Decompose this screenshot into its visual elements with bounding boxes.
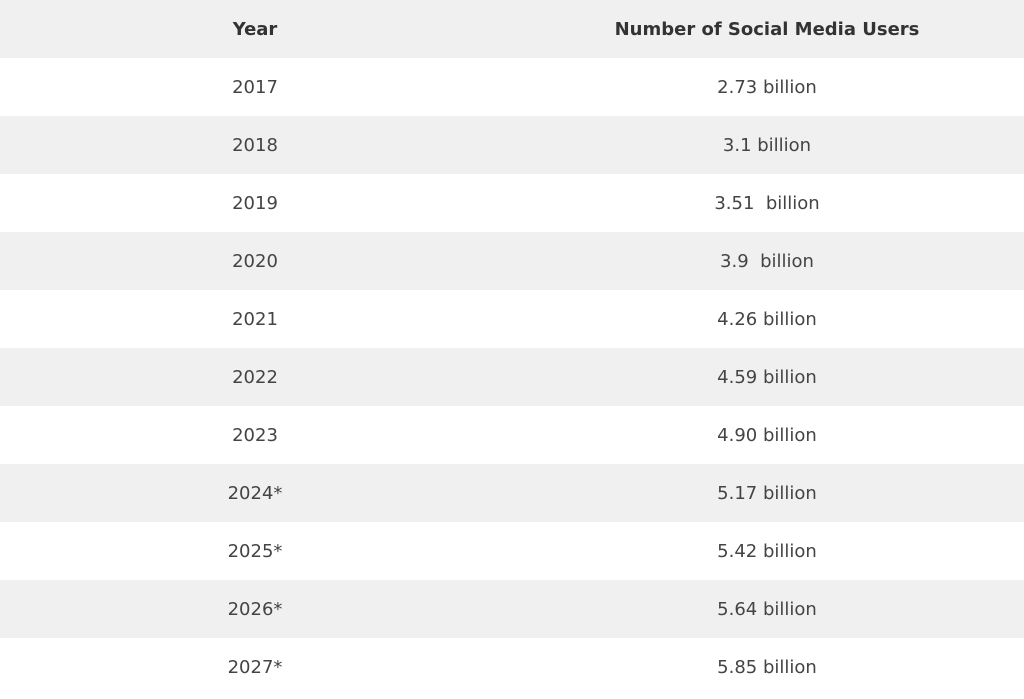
year-cell: 2024* (0, 464, 510, 522)
year-cell: 2026* (0, 580, 510, 638)
header-cell: Number of Social Media Users (510, 0, 1024, 58)
table-row: 2026* 5.64 billion (0, 580, 1024, 638)
table-row: 2017 2.73 billion (0, 58, 1024, 116)
table-row: 2024* 5.17 billion (0, 464, 1024, 522)
table-row: 2020 3.9 billion (0, 232, 1024, 290)
users-cell: 4.90 billion (717, 424, 817, 446)
table-row: 2023 4.90 billion (0, 406, 1024, 464)
table-row: 2019 3.51 billion (0, 174, 1024, 232)
users-cell: 5.85 billion (717, 656, 817, 678)
year-cell: 2018 (0, 116, 510, 174)
year-cell: 2017 (232, 76, 278, 98)
table-row: 2018 3.1 billion (0, 116, 1024, 174)
header-cell: Year (0, 0, 510, 58)
table-body: 2017 2.73 billion 2018 3.1 billion 2019 3.51 … (0, 58, 1024, 696)
table-row: 2022 4.59 billion (0, 348, 1024, 406)
users-cell: 5.42 billion (717, 540, 817, 562)
users-cell: 3.1 billion (510, 116, 1024, 174)
users-cell: 3.9 billion (510, 232, 1024, 290)
year-cell: 2023 (232, 424, 278, 446)
users-cell: 4.26 billion (717, 308, 817, 330)
users-cell: 2.73 billion (717, 76, 817, 98)
header-row: Year Number of Social Media Users (0, 0, 1024, 58)
year-cell: 2020 (0, 232, 510, 290)
year-cell: 2027* (227, 656, 283, 678)
year-cell: 2025* (227, 540, 283, 562)
users-cell: 4.59 billion (510, 348, 1024, 406)
users-cell: 5.17 billion (510, 464, 1024, 522)
table-row: 2027* 5.85 billion (0, 638, 1024, 696)
table-row: 2021 4.26 billion (0, 290, 1024, 348)
users-cell: 3.51 billion (714, 192, 820, 214)
year-cell: 2022 (0, 348, 510, 406)
table-row: 2025* 5.42 billion (0, 522, 1024, 580)
users-cell: 5.64 billion (510, 580, 1024, 638)
year-cell: 2021 (232, 308, 278, 330)
year-cell: 2019 (232, 192, 278, 214)
